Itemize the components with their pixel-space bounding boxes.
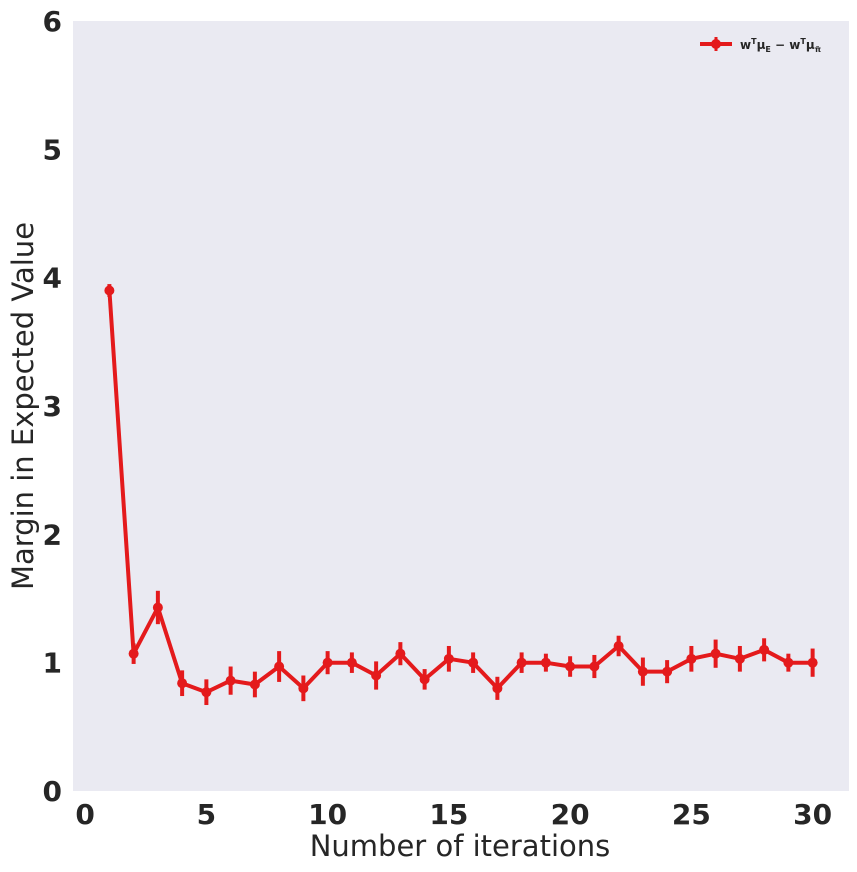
- x-tick-label: 10: [308, 798, 347, 831]
- data-point: [298, 683, 309, 694]
- data-point: [589, 661, 600, 672]
- data-point: [177, 678, 188, 689]
- data-point: [662, 666, 673, 677]
- data-point: [201, 687, 212, 698]
- y-tick-label: 0: [43, 775, 62, 808]
- y-tick-label: 6: [43, 5, 62, 38]
- data-points: [104, 285, 818, 698]
- data-point: [540, 657, 551, 668]
- data-point: [807, 657, 818, 668]
- legend: wTμE − wTμπ̃: [700, 37, 821, 54]
- data-point: [322, 657, 333, 668]
- x-axis-label: Number of iterations: [310, 829, 611, 863]
- data-point: [443, 653, 454, 664]
- data-point: [686, 653, 697, 664]
- data-point: [395, 648, 406, 659]
- data-point: [274, 661, 285, 672]
- legend-label: wTμE − wTμπ̃: [740, 37, 821, 54]
- y-tick-label: 1: [43, 647, 62, 680]
- data-point: [128, 648, 139, 659]
- data-point: [637, 666, 648, 677]
- y-tick-label: 2: [43, 518, 62, 551]
- y-axis-label: Margin in Expected Value: [6, 222, 40, 590]
- data-point: [492, 683, 503, 694]
- x-tick-label: 15: [429, 798, 468, 831]
- plot-background: [73, 21, 849, 791]
- data-point: [734, 653, 745, 664]
- data-point: [225, 675, 236, 686]
- y-tick-label: 4: [43, 262, 62, 295]
- x-tick-label: 0: [75, 798, 94, 831]
- y-tick-labels: 0 1 2 3 4 5 6: [43, 5, 62, 808]
- data-point: [104, 285, 115, 296]
- x-tick-label: 30: [793, 798, 832, 831]
- data-point: [346, 657, 357, 668]
- x-tick-label: 25: [672, 798, 711, 831]
- data-point: [613, 640, 624, 651]
- x-tick-label: 20: [551, 798, 590, 831]
- legend-marker-icon: [711, 39, 721, 49]
- data-point: [249, 679, 260, 690]
- y-tick-label: 5: [43, 133, 62, 166]
- data-point: [565, 661, 576, 672]
- x-tick-labels: 0 5 10 15 20 25 30: [75, 798, 832, 831]
- data-point: [759, 644, 770, 655]
- data-point: [783, 657, 794, 668]
- data-point: [419, 674, 430, 685]
- data-point: [371, 670, 382, 681]
- data-point: [468, 657, 479, 668]
- y-tick-label: 3: [43, 390, 62, 423]
- data-point: [516, 657, 527, 668]
- data-point: [710, 648, 721, 659]
- x-tick-label: 5: [197, 798, 216, 831]
- data-point: [152, 602, 163, 613]
